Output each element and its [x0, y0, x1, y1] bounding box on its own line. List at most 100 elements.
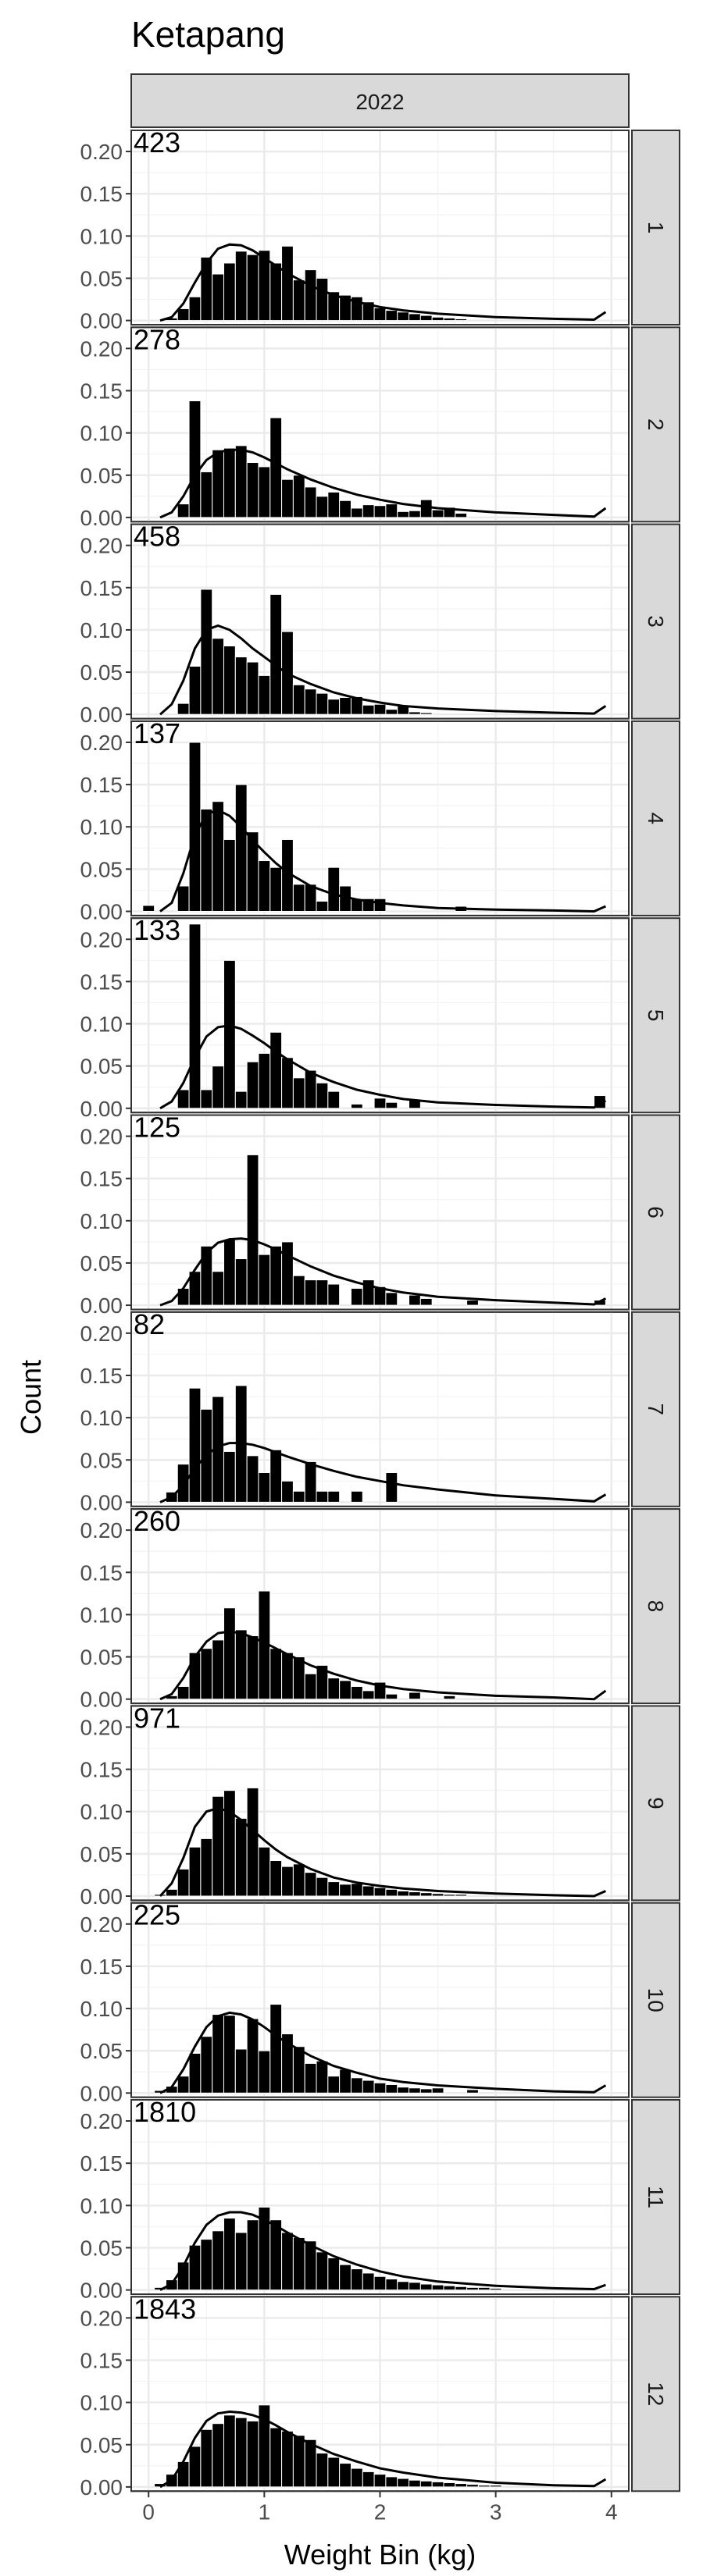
panel-border	[130, 917, 630, 1114]
histogram-bar	[350, 507, 363, 518]
histogram-bar	[177, 308, 190, 322]
histogram-bar	[269, 2219, 283, 2291]
histogram-bar	[281, 245, 294, 322]
histogram-bar	[385, 2279, 398, 2291]
sample-count-label: 133	[134, 914, 180, 946]
y-tick-label: 0.20	[80, 2109, 123, 2133]
histogram-bar	[212, 1795, 225, 1897]
histogram-bar	[234, 1629, 248, 1700]
histogram-bar	[246, 1061, 259, 1109]
histogram-bar	[477, 2485, 491, 2488]
histogram-bar	[443, 2482, 456, 2488]
row-facet-strip	[631, 917, 680, 1114]
density-curve	[159, 1630, 607, 1701]
histogram-bar	[443, 1695, 456, 1700]
row-facet-label: 2	[644, 418, 668, 431]
histogram-bar	[431, 1893, 444, 1897]
histogram-bar	[362, 704, 375, 715]
histogram-bar	[212, 2423, 225, 2488]
histogram-bar	[269, 417, 283, 518]
density-curve	[159, 2211, 606, 2291]
histogram-bar	[373, 898, 387, 912]
histogram-bar	[316, 277, 329, 322]
histogram-bar	[385, 503, 398, 518]
facet-panel: 260 0.00 0.05 0.10 0.15 0.20 8	[80, 1505, 680, 1712]
histogram-bar	[327, 866, 341, 912]
sample-count-label: 1810	[134, 2096, 196, 2128]
histogram-bar	[246, 1787, 259, 1897]
y-tick-label: 0.15	[80, 1364, 123, 1388]
y-tick-label: 0.05	[80, 1842, 123, 1866]
panel-border	[130, 1508, 630, 1705]
row-facet-strip	[631, 1114, 680, 1311]
histogram-bar	[223, 2218, 236, 2291]
histogram-bar	[455, 1894, 468, 1897]
histogram-bar	[234, 1817, 248, 1897]
row-facet-label: 11	[644, 2186, 668, 2208]
y-tick-label: 0.10	[80, 1012, 123, 1037]
y-tick-label: 0.20	[80, 2306, 123, 2330]
histogram-bar	[292, 1863, 305, 1897]
y-tick-label: 0.20	[80, 534, 123, 558]
y-tick-label: 0.15	[80, 2348, 123, 2372]
histogram-bar	[419, 2283, 433, 2291]
histogram-bar	[339, 500, 352, 518]
y-tick-label: 0.05	[80, 464, 123, 488]
y-tick-label: 0.05	[80, 857, 123, 881]
histogram-bar	[177, 885, 190, 912]
histogram-bar	[200, 1648, 213, 1700]
histogram-bar	[327, 699, 341, 715]
histogram-bar	[177, 1464, 190, 1503]
row-facet-strip	[631, 2099, 680, 2295]
histogram-bar	[373, 307, 387, 322]
histogram-bar	[200, 808, 213, 912]
y-tick-label: 0.05	[80, 660, 123, 685]
histogram-bar	[362, 2471, 375, 2488]
histogram-bar	[385, 2083, 398, 2094]
histogram-bar	[177, 1287, 190, 1306]
density-curve	[159, 448, 607, 519]
y-tick-label: 0.20	[80, 1518, 123, 1542]
column-facet-strip: 2022	[130, 73, 630, 128]
histogram-bar	[223, 1790, 236, 1897]
histogram-bar	[177, 2076, 190, 2094]
histogram-bar	[316, 1877, 329, 1897]
y-tick-label: 0.10	[80, 1603, 123, 1627]
histogram-bar	[281, 1480, 294, 1503]
histogram-bar	[188, 665, 202, 715]
histogram-bar	[200, 471, 213, 518]
histogram-bar	[385, 310, 398, 322]
density-curve	[159, 1237, 607, 1307]
histogram-bar	[419, 2088, 433, 2094]
histogram-bar	[327, 2076, 341, 2094]
y-tick-label: 0.10	[80, 618, 123, 642]
histogram-bar	[327, 2257, 341, 2291]
histogram-bar	[409, 2479, 421, 2488]
histogram-bar	[431, 509, 444, 518]
histogram-bar	[281, 1652, 294, 1700]
histogram-bar	[281, 479, 294, 518]
density-curve	[159, 808, 607, 913]
histogram-bar	[188, 1846, 202, 1897]
histogram-bar	[316, 692, 329, 715]
histogram-bar	[409, 1891, 421, 1897]
facet-panel: 125 0.00 0.05 0.10 0.15 0.20 6	[80, 1112, 680, 1318]
y-tick-label: 0.00	[80, 2081, 123, 2105]
y-tick-label: 0.10	[80, 1209, 123, 1233]
sample-count-label: 423	[134, 126, 180, 158]
histogram-bar	[258, 1471, 271, 1503]
histogram-bar	[477, 2286, 491, 2291]
histogram-bar	[200, 1089, 213, 1109]
histogram-bar	[339, 2264, 352, 2291]
y-tick-label: 0.15	[80, 1560, 123, 1585]
histogram-bar	[234, 656, 248, 715]
histogram-bar	[385, 1292, 398, 1306]
histogram-bar	[246, 1455, 259, 1503]
x-tick-label: 0	[142, 2500, 155, 2524]
histogram-bar	[350, 1490, 363, 1503]
histogram-bar	[304, 1461, 317, 1503]
histogram-bar	[362, 504, 375, 518]
histogram-bar	[350, 2077, 363, 2094]
column-facet-strip-bg	[130, 73, 630, 128]
row-facet-label: 6	[644, 1206, 668, 1219]
